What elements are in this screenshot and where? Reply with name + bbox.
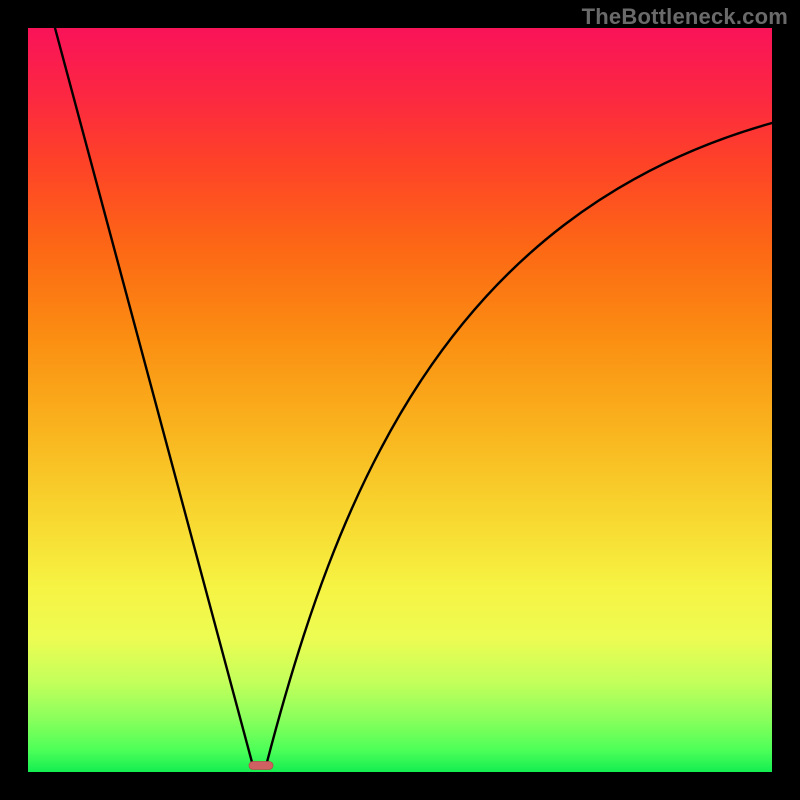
- bottleneck-chart: [0, 0, 800, 800]
- watermark-text: TheBottleneck.com: [582, 4, 788, 30]
- chart-frame: TheBottleneck.com: [0, 0, 800, 800]
- minimum-marker: [249, 762, 273, 770]
- chart-background: [28, 28, 772, 772]
